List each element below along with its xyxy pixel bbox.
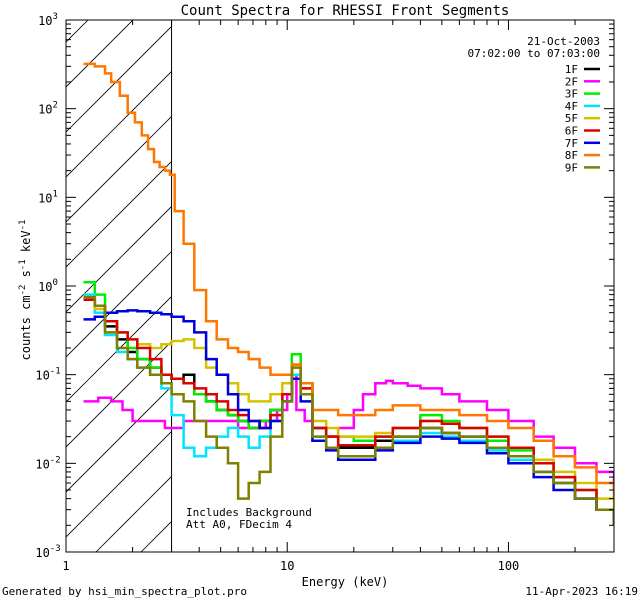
y-tick-label: 103 xyxy=(38,12,58,28)
y-tick-label: 10-3 xyxy=(35,544,60,560)
x-tick-label: 1 xyxy=(62,559,69,573)
y-tick-label: 100 xyxy=(38,278,58,294)
y-axis-label: counts cm-2 s-1 keV-1 xyxy=(18,220,33,361)
series-3F xyxy=(83,281,614,526)
hatch-line xyxy=(231,0,640,552)
hatch-line xyxy=(0,0,111,552)
x-axis-label: Energy (keV) xyxy=(302,575,389,589)
date-label: 21-Oct-2003 xyxy=(527,35,600,48)
hatch-line xyxy=(66,160,172,268)
legend-label: 8F xyxy=(565,149,578,162)
hatch-line xyxy=(66,115,172,223)
annotation-background: Includes Background xyxy=(186,506,312,519)
hatch-line xyxy=(66,385,172,493)
hatch-line xyxy=(66,295,172,403)
annotation-attenuator: Att A0, FDecim 4 xyxy=(186,518,292,531)
y-tick-label: 10-2 xyxy=(35,455,60,471)
series-8F xyxy=(83,62,614,499)
legend-label: 3F xyxy=(565,88,578,101)
hatch-line xyxy=(0,0,66,552)
legend-label: 7F xyxy=(565,137,578,150)
attenuated-region-hatch xyxy=(0,0,640,552)
legend-label: 2F xyxy=(565,75,578,88)
y-tick-label: 101 xyxy=(38,189,58,205)
y-tick-label: 102 xyxy=(38,101,58,117)
hatch-line xyxy=(66,340,172,448)
legend-label: 9F xyxy=(565,161,578,174)
hatch-line xyxy=(66,205,172,313)
footer-generator: Generated by hsi_min_spectra_plot.pro xyxy=(2,585,247,598)
x-tick-label: 100 xyxy=(498,559,520,573)
legend-label: 6F xyxy=(565,125,578,138)
hatch-line xyxy=(66,250,172,358)
legend-label: 4F xyxy=(565,100,578,113)
time-range-label: 07:02:00 to 07:03:00 xyxy=(468,47,600,60)
plot-frame xyxy=(65,19,615,553)
hatch-line xyxy=(66,430,172,538)
series-4F xyxy=(83,293,614,526)
chart-title: Count Spectra for RHESSI Front Segments xyxy=(181,3,510,19)
hatch-line xyxy=(66,25,172,133)
x-tick-label: 10 xyxy=(280,559,294,573)
footer-timestamp: 11-Apr-2023 16:19 xyxy=(525,585,638,598)
y-tick-label: 10-1 xyxy=(35,367,60,383)
hatch-line xyxy=(95,475,172,552)
legend-label: 5F xyxy=(565,112,578,125)
series-6F xyxy=(83,298,614,526)
series-1F xyxy=(83,298,614,526)
series-9F xyxy=(83,295,614,526)
series-7F xyxy=(83,309,614,526)
hatch-line xyxy=(66,20,134,88)
legend-label: 1F xyxy=(565,63,578,76)
